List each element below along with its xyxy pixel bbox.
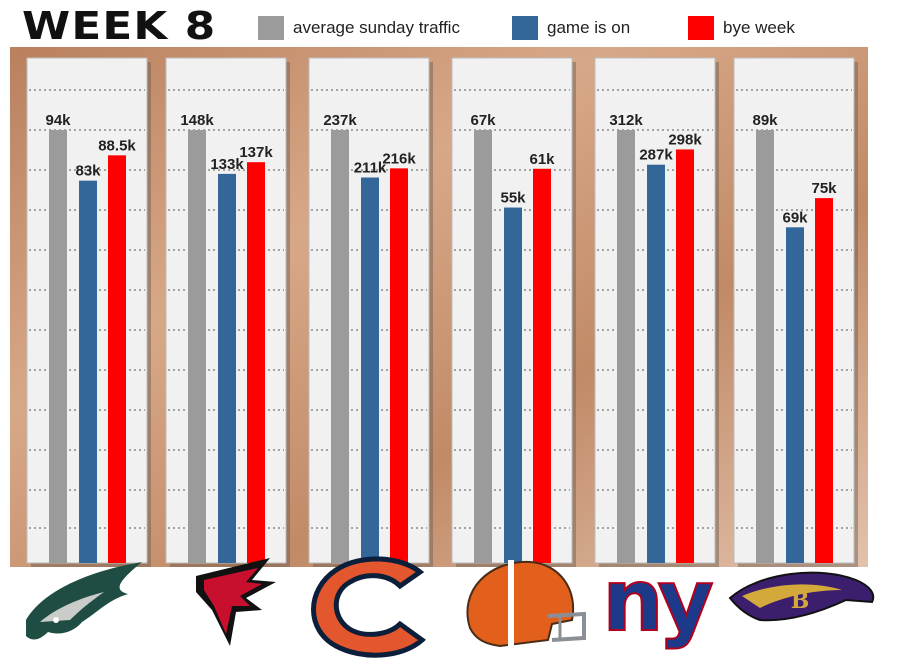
bar-ravens-2 xyxy=(815,198,833,563)
data-label-ravens-1: 69k xyxy=(782,209,808,226)
bar-browns-0 xyxy=(474,130,492,563)
chart-title: WEEK 8 xyxy=(22,4,217,48)
data-label-bears-2: 216k xyxy=(382,150,416,167)
data-label-falcons-0: 148k xyxy=(180,112,214,129)
bar-ravens-0 xyxy=(756,130,774,563)
legend-item-bye: bye week xyxy=(688,16,795,40)
data-label-browns-1: 55k xyxy=(500,190,526,207)
ravens-logo: B xyxy=(728,571,875,622)
bar-giants-1 xyxy=(647,164,665,564)
bar-ravens-1 xyxy=(786,227,804,563)
team-logos: ny B xyxy=(26,550,875,658)
bar-browns-2 xyxy=(533,168,551,563)
falcons-logo xyxy=(196,558,276,646)
data-label-eagles-1: 83k xyxy=(75,163,101,180)
background-photo xyxy=(10,47,868,567)
bar-falcons-2 xyxy=(247,162,265,563)
data-label-bears-1: 211k xyxy=(354,160,387,177)
legend-swatch-average xyxy=(258,16,284,40)
browns-helmet-logo xyxy=(466,560,586,648)
legend-label-average: average sunday traffic xyxy=(293,18,460,37)
legend-swatch-bye xyxy=(688,16,714,40)
bar-eagles-0 xyxy=(49,130,67,563)
data-label-giants-1: 287k xyxy=(639,147,673,164)
bar-giants-2 xyxy=(676,149,694,563)
data-label-eagles-0: 94k xyxy=(45,112,71,129)
data-label-browns-0: 67k xyxy=(470,112,496,129)
legend-label-bye: bye week xyxy=(723,18,795,37)
bears-logo xyxy=(311,556,426,658)
ravens-logo-letter: B xyxy=(791,588,810,614)
data-label-giants-2: 298k xyxy=(668,131,702,148)
bar-eagles-2 xyxy=(108,155,126,563)
giants-logo: ny xyxy=(601,550,719,652)
data-label-ravens-0: 89k xyxy=(752,112,778,129)
data-label-bears-0: 237k xyxy=(323,112,357,129)
data-label-falcons-2: 137k xyxy=(239,144,273,161)
legend-item-average: average sunday traffic xyxy=(258,16,460,40)
bar-falcons-0 xyxy=(188,130,206,563)
data-label-eagles-2: 88.5k xyxy=(98,137,136,154)
legend-label-game: game is on xyxy=(547,18,631,37)
bar-bears-0 xyxy=(331,130,349,563)
bar-bears-1 xyxy=(361,177,379,563)
giants-logo-text: ny xyxy=(602,551,712,651)
bar-eagles-1 xyxy=(79,180,97,563)
data-label-giants-0: 312k xyxy=(609,112,643,129)
bar-falcons-1 xyxy=(218,173,236,563)
legend-item-game: game is on xyxy=(512,16,630,40)
bar-browns-1 xyxy=(504,207,522,563)
legend-swatch-game xyxy=(512,16,538,40)
eagles-logo xyxy=(26,562,142,640)
bar-bears-2 xyxy=(390,168,408,563)
bar-giants-0 xyxy=(617,130,635,563)
data-label-browns-2: 61k xyxy=(529,151,555,168)
data-label-ravens-2: 75k xyxy=(811,180,837,197)
data-label-falcons-1: 133k xyxy=(210,156,244,173)
